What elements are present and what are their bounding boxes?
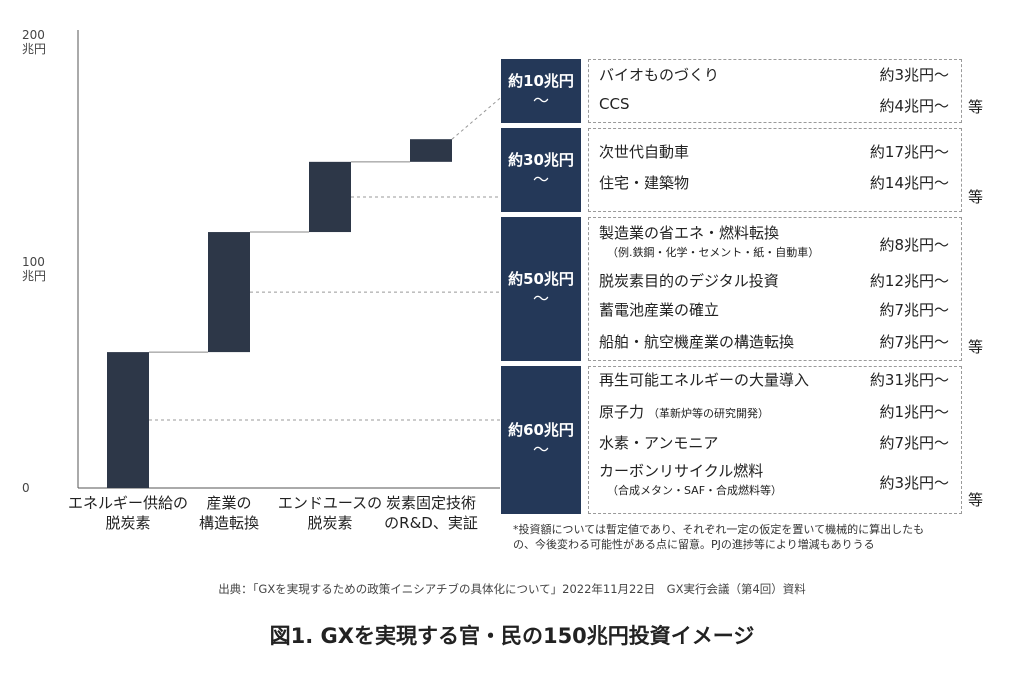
group-item-name-text: 脱炭素目的のデジタル投資 xyxy=(599,272,779,290)
group-item-name-text: 蓄電池産業の確立 xyxy=(599,301,720,319)
group-item-name-text: 次世代自動車 xyxy=(599,143,690,161)
group-item-amount: 約12兆円～ xyxy=(869,272,949,290)
group-items-box: 再生可能エネルギーの大量導入 約31兆円～ 原子力 （革新炉等の研究開発） 約1兆円～ 水… xyxy=(588,366,962,514)
group-total-tilde: ～ xyxy=(532,170,549,189)
group-item-name: 製造業の省エネ・燃料転換 （例.鉄鋼・化学・セメント・紙・自動車） xyxy=(599,222,819,260)
group-total-badge: 約60兆円～ xyxy=(501,366,581,514)
y-tick-unit: 兆円 xyxy=(22,42,47,56)
group-item-amount: 約1兆円～ xyxy=(879,403,949,421)
group-item-name: 住宅・建築物 xyxy=(599,172,689,193)
category-label-line: 構造転換 xyxy=(198,514,259,532)
group-item-name: バイオものづくり xyxy=(599,64,719,85)
group-item-name: 再生可能エネルギーの大量導入 xyxy=(599,369,809,390)
waterfall-bar xyxy=(410,139,452,162)
category-label-line: 脱炭素 xyxy=(307,514,353,532)
group-total-badge: 約10兆円～ xyxy=(501,59,581,123)
group-items-box: バイオものづくり 約3兆円～ CCS 約4兆円～ xyxy=(588,59,962,123)
group-item-subnote: （革新炉等の研究開発） xyxy=(648,407,770,420)
group-item-name-text: カーボンリサイクル燃料 xyxy=(599,462,764,480)
group-item-name: 次世代自動車 xyxy=(599,141,689,162)
group-item-amount: 約17兆円～ xyxy=(869,143,949,161)
group-item-amount: 約31兆円～ xyxy=(869,371,949,389)
group-item-amount: 約8兆円～ xyxy=(879,236,949,254)
category-label-line: エンドユースの xyxy=(277,494,383,512)
category-label: エネルギー供給の 脱炭素 xyxy=(68,493,188,533)
group-total-badge: 約50兆円～ xyxy=(501,217,581,361)
group-item-amount: 約7兆円～ xyxy=(879,434,949,452)
y-tick-label: 100 兆円 xyxy=(22,255,46,283)
leader-line xyxy=(451,97,502,140)
group-total-label: 約10兆円 xyxy=(508,72,574,90)
y-tick-label: 0 xyxy=(22,481,30,495)
footnote: *投資額については暫定値であり、それぞれ一定の仮定を置いて機械的に算出したも の… xyxy=(513,522,973,552)
group-item-name: CCS xyxy=(599,95,629,113)
group-etc-label: 等 xyxy=(968,98,984,116)
group-item-name-text: バイオものづくり xyxy=(599,66,720,84)
footnote-line-1: *投資額については暫定値であり、それぞれ一定の仮定を置いて機械的に算出したも xyxy=(513,523,925,536)
group-item-amount: 約4兆円～ xyxy=(879,97,949,115)
group-total-label: 約50兆円 xyxy=(508,270,574,288)
category-label: 炭素固定技術 のR&D、実証 xyxy=(371,493,491,533)
group-item-name-text: 水素・アンモニア xyxy=(599,434,719,452)
group-item-amount: 約3兆円～ xyxy=(879,66,949,84)
y-tick-value: 0 xyxy=(22,481,30,495)
group-total-tilde: ～ xyxy=(532,91,549,110)
category-label: エンドユースの 脱炭素 xyxy=(270,493,390,533)
y-tick-unit: 兆円 xyxy=(22,268,47,283)
category-label: 産業の 構造転換 xyxy=(169,493,289,533)
group-item-amount: 約14兆円～ xyxy=(869,174,949,192)
group-items-box: 次世代自動車 約17兆円～ 住宅・建築物 約14兆円～ xyxy=(588,128,962,212)
group-item-amount: 約7兆円～ xyxy=(879,301,949,319)
category-label-line: 脱炭素 xyxy=(105,514,151,532)
group-etc-label: 等 xyxy=(968,491,984,509)
y-tick-label: 200 兆円 xyxy=(22,28,46,56)
category-label-line: エネルギー供給の xyxy=(68,494,189,512)
category-label-line: 炭素固定技術 xyxy=(385,494,476,512)
waterfall-bar xyxy=(208,232,250,353)
group-item-subnote: （合成メタン・SAF・合成燃料等） xyxy=(607,484,783,497)
group-item-name-text: 原子力 xyxy=(599,403,645,421)
group-item-name: 水素・アンモニア xyxy=(599,432,718,453)
waterfall-bar xyxy=(309,161,351,233)
waterfall-bar xyxy=(107,352,149,488)
group-total-badge: 約30兆円～ xyxy=(501,128,581,212)
group-items-box: 製造業の省エネ・燃料転換 （例.鉄鋼・化学・セメント・紙・自動車） 約8兆円～ 脱炭素… xyxy=(588,217,962,361)
group-item-name-text: 製造業の省エネ・燃料転換 xyxy=(599,224,780,242)
category-label-line: のR&D、実証 xyxy=(384,514,478,532)
group-total-label: 約60兆円 xyxy=(508,421,574,439)
group-item-name: 船舶・航空機産業の構造転換 xyxy=(599,331,794,352)
group-item-name: カーボンリサイクル燃料 （合成メタン・SAF・合成燃料等） xyxy=(599,460,782,498)
group-item-name: 蓄電池産業の確立 xyxy=(599,299,719,320)
y-tick-value: 100 xyxy=(22,254,45,269)
group-item-name: 原子力 （革新炉等の研究開発） xyxy=(599,401,769,422)
group-item-name: 脱炭素目的のデジタル投資 xyxy=(599,270,779,291)
group-item-name-text: 再生可能エネルギーの大量導入 xyxy=(599,371,810,389)
group-total-label: 約30兆円 xyxy=(508,151,574,169)
group-etc-label: 等 xyxy=(968,188,984,206)
group-item-name-text: 船舶・航空機産業の構造転換 xyxy=(599,333,795,351)
group-item-amount: 約7兆円～ xyxy=(879,333,949,351)
group-item-amount: 約3兆円～ xyxy=(879,474,949,492)
group-item-subnote: （例.鉄鋼・化学・セメント・紙・自動車） xyxy=(607,246,820,259)
y-tick-value: 200 xyxy=(22,28,45,42)
footnote-line-2: の、今後変わる可能性がある点に留意。PJの進捗等により増減もありうる xyxy=(513,538,875,551)
group-item-name-text: CCS xyxy=(599,95,630,113)
group-item-name-text: 住宅・建築物 xyxy=(599,174,690,192)
group-etc-label: 等 xyxy=(968,338,984,356)
group-total-tilde: ～ xyxy=(532,440,549,459)
figure-title: 図1. GXを実現する官・民の150兆円投資イメージ xyxy=(269,624,755,648)
source-citation: 出典：「GXを実現するための政策イニシアチブの具体化について」2022年11月2… xyxy=(218,582,806,596)
category-label-line: 産業の xyxy=(206,494,252,512)
group-total-tilde: ～ xyxy=(532,289,549,308)
